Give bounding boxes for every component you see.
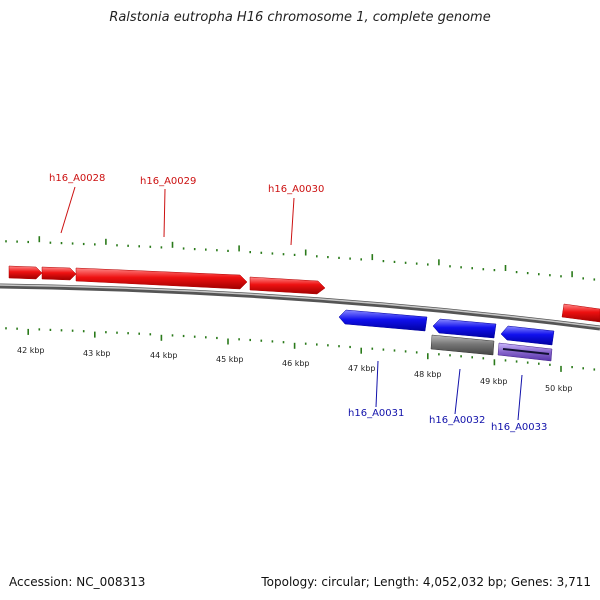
- scale-tick-label: 43 kbp: [83, 349, 111, 358]
- gene-arrow-forward[interactable]: [41, 266, 77, 281]
- gene-arrow-forward[interactable]: [249, 276, 326, 295]
- chromosome-backbone: [0, 283, 600, 331]
- chromosome-backbone-highlight: [0, 284, 600, 328]
- leader-line: [60, 186, 76, 234]
- gene-arrow-reverse[interactable]: [338, 309, 428, 332]
- accession-text: Accession: NC_008313: [9, 575, 146, 589]
- gene-label: h16_A0028: [49, 173, 105, 184]
- gene-arrow-forward[interactable]: [8, 265, 43, 280]
- gene-arrow-forward[interactable]: [75, 267, 248, 290]
- upper-tick-track: [5, 236, 596, 281]
- gene-label: h16_A0030: [268, 184, 324, 195]
- gene-label: h16_A0033: [491, 422, 547, 433]
- scale-tick-label: 42 kbp: [17, 346, 45, 355]
- scale-tick-label: 45 kbp: [216, 355, 244, 364]
- leader-line: [163, 188, 166, 238]
- gene-arrow-reverse[interactable]: [432, 318, 497, 339]
- genome-summary-text: Topology: circular; Length: 4,052,032 bp…: [261, 575, 591, 589]
- lower-tick-track: [5, 327, 596, 372]
- gene-arrow-reverse[interactable]: [500, 325, 555, 346]
- scale-tick-label: 49 kbp: [480, 377, 508, 386]
- gene-feature-purple-inner: [502, 348, 550, 355]
- gene-arrow-forward[interactable]: [561, 303, 600, 323]
- scale-tick-label: 48 kbp: [414, 370, 442, 379]
- scale-tick-label: 46 kbp: [282, 359, 310, 368]
- leader-line: [454, 368, 461, 415]
- gene-feature-grey[interactable]: [430, 334, 495, 356]
- leader-line: [517, 374, 523, 421]
- leader-line: [290, 197, 295, 246]
- gene-label: h16_A0032: [429, 415, 485, 426]
- scale-tick-label: 47 kbp: [348, 364, 376, 373]
- gene-label: h16_A0029: [140, 176, 196, 187]
- scale-tick-label: 44 kbp: [150, 351, 178, 360]
- gene-label: h16_A0031: [348, 408, 404, 419]
- map-title: Ralstonia eutropha H16 chromosome 1, com…: [109, 10, 491, 25]
- scale-tick-label: 50 kbp: [545, 384, 573, 393]
- leader-line: [375, 360, 379, 408]
